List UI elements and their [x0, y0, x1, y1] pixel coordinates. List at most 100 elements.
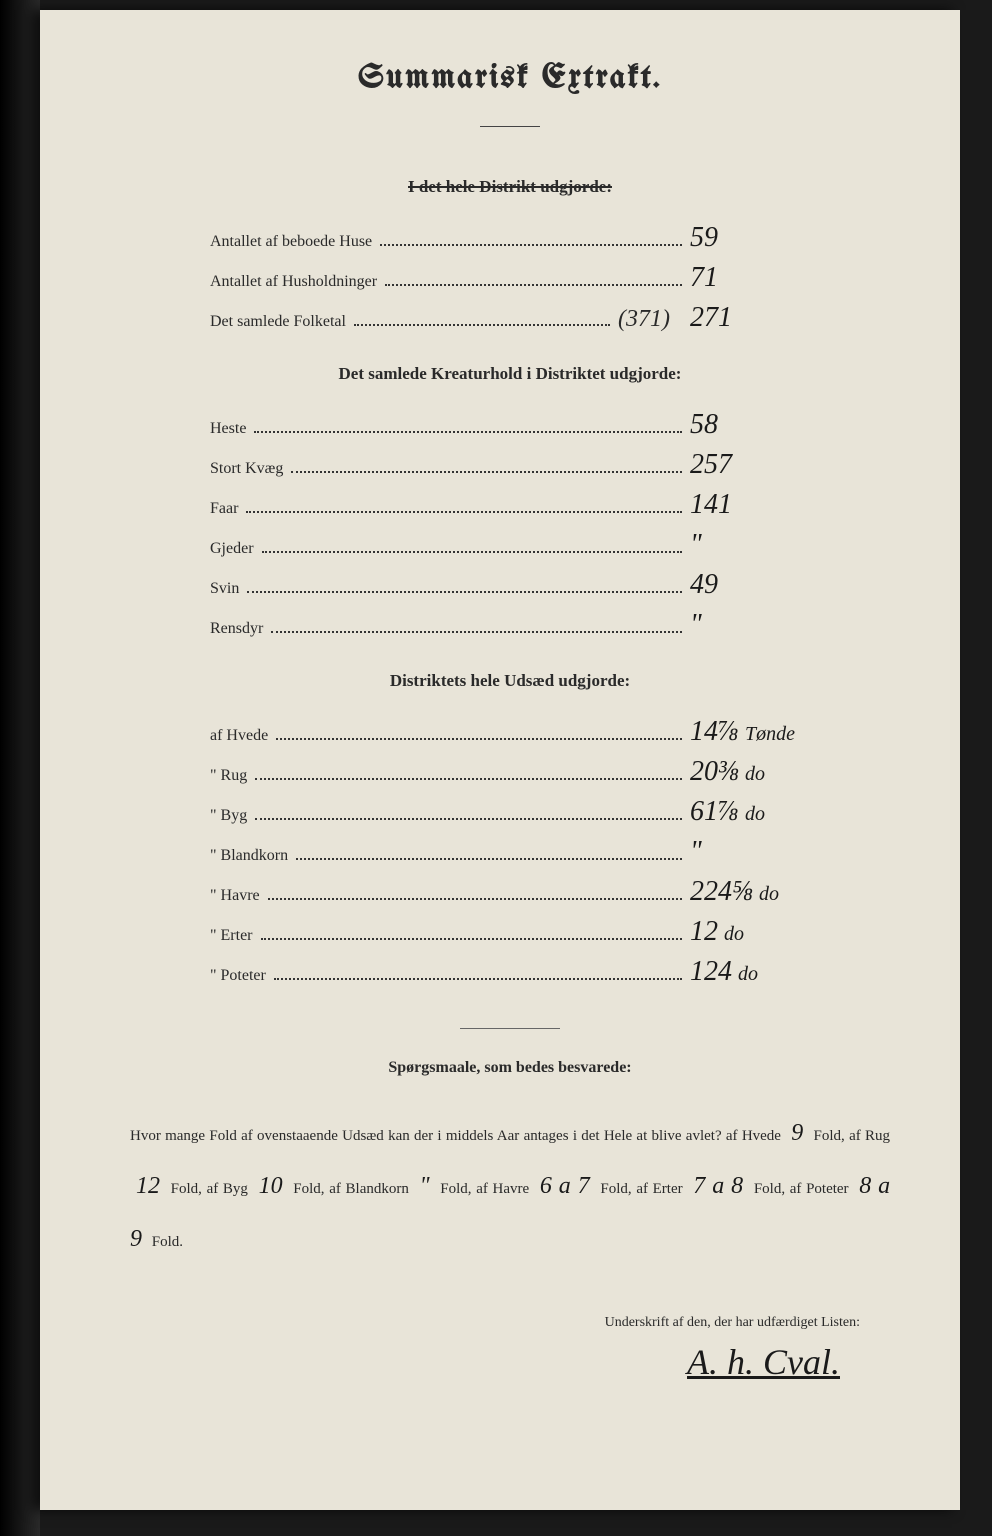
dot-leader: [291, 458, 682, 473]
row-value: 12 do: [690, 916, 810, 948]
section3-heading: Distriktets hele Udsæd udgjorde:: [120, 671, 900, 691]
q-crop: af Rug: [849, 1128, 890, 1144]
row-label: Det samlede Folketal: [210, 313, 346, 331]
q-crop: af Blandkorn: [329, 1181, 409, 1197]
table-row: " Havre 224⅝ do: [210, 876, 810, 908]
row-unit: Tønde: [745, 723, 795, 745]
q-crop: af Byg: [207, 1181, 248, 1197]
signature: A. h. Cval.: [120, 1341, 840, 1383]
row-value: 14⅞ Tønde: [690, 716, 810, 748]
q-suffix: Fold,: [754, 1181, 785, 1197]
table-row: Rensdyr ": [210, 609, 810, 641]
dot-leader: [255, 805, 682, 820]
dot-leader: [271, 618, 682, 633]
section-divider: [460, 1028, 560, 1029]
table-row: " Rug 20⅜ do: [210, 756, 810, 788]
row-label: " Byg: [210, 807, 247, 825]
row-value: 59: [690, 222, 810, 254]
section1-rows: Antallet af beboede Huse 59 Antallet af …: [210, 222, 810, 334]
q-value: 9: [785, 1120, 809, 1146]
q-value: 7 a 8: [687, 1173, 749, 1199]
section3-rows: af Hvede 14⅞ Tønde " Rug 20⅜ do " Byg 61⅞ d…: [210, 716, 810, 988]
q-value: 12: [130, 1173, 166, 1199]
table-row: Det samlede Folketal (371) 271: [210, 302, 810, 334]
q-crop: af Hvede: [726, 1128, 781, 1144]
table-row: " Blandkorn ": [210, 836, 810, 868]
q-suffix: Fold,: [440, 1181, 471, 1197]
table-row: " Poteter 124do: [210, 956, 810, 988]
q-crop: af Poteter: [790, 1181, 849, 1197]
row-label: " Poteter: [210, 967, 266, 985]
row-value: 257: [690, 449, 810, 481]
row-value: 71: [690, 262, 810, 294]
row-number: 12: [690, 916, 718, 947]
table-row: Antallet af beboede Huse 59: [210, 222, 810, 254]
row-value: 61⅞ do: [690, 796, 810, 828]
table-row: af Hvede 14⅞ Tønde: [210, 716, 810, 748]
row-value: ": [690, 529, 810, 561]
dot-leader: [246, 498, 682, 513]
row-number: 61⅞: [690, 796, 739, 827]
page-binding: [0, 0, 40, 1536]
row-unit: do: [745, 803, 765, 825]
dot-leader: [380, 231, 682, 246]
dot-leader: [262, 538, 682, 553]
row-number: 224⅝: [690, 876, 753, 907]
row-label: Svin: [210, 580, 239, 598]
row-value: 224⅝ do: [690, 876, 810, 908]
row-number: 20⅜: [690, 756, 739, 787]
row-value: 20⅜ do: [690, 756, 810, 788]
row-value: 49: [690, 569, 810, 601]
row-value: 271: [690, 302, 810, 334]
signature-label: Underskrift af den, der har udfærdiget L…: [120, 1315, 860, 1331]
q-value: 10: [253, 1173, 289, 1199]
q-suffix: Fold.: [152, 1234, 183, 1250]
row-unit: do: [759, 883, 779, 905]
row-label: Antallet af beboede Huse: [210, 233, 372, 251]
dot-leader: [261, 925, 682, 940]
row-note: (371): [618, 306, 670, 333]
row-label: " Havre: [210, 887, 260, 905]
row-label: Antallet af Husholdninger: [210, 273, 377, 291]
questions-paragraph: Hvor mange Fold af ovenstaaende Udsæd ka…: [120, 1107, 900, 1265]
table-row: Stort Kvæg 257: [210, 449, 810, 481]
row-label: Rensdyr: [210, 620, 263, 638]
row-number: ": [690, 836, 702, 867]
row-unit: do: [745, 763, 765, 785]
questions-heading: Spørgsmaale, som bedes besvarede:: [120, 1059, 900, 1077]
q-suffix: Fold,: [293, 1181, 324, 1197]
dot-leader: [354, 311, 610, 326]
q-value: ": [414, 1173, 436, 1199]
q-suffix: Fold,: [814, 1128, 845, 1144]
page-title: Summarisk Extrakt.: [120, 60, 900, 96]
table-row: " Erter 12 do: [210, 916, 810, 948]
dot-leader: [385, 271, 682, 286]
dot-leader: [296, 845, 682, 860]
document-page: Summarisk Extrakt. I det hele Distrikt u…: [40, 10, 960, 1510]
row-label: af Hvede: [210, 727, 268, 745]
row-value: 58: [690, 409, 810, 441]
table-row: Heste 58: [210, 409, 810, 441]
q-suffix: Fold,: [171, 1181, 202, 1197]
row-number: 14⅞: [690, 716, 739, 747]
q-value: 6 a 7: [534, 1173, 596, 1199]
row-label: " Rug: [210, 767, 247, 785]
row-label: Stort Kvæg: [210, 460, 283, 478]
row-label: " Erter: [210, 927, 253, 945]
row-value: 124do: [690, 956, 810, 988]
q-suffix: Fold,: [600, 1181, 631, 1197]
dot-leader: [247, 578, 682, 593]
row-unit: do: [738, 963, 758, 985]
dot-leader: [268, 885, 682, 900]
table-row: Antallet af Husholdninger 71: [210, 262, 810, 294]
q-crop: af Erter: [636, 1181, 682, 1197]
dot-leader: [274, 965, 682, 980]
q-crop: af Havre: [476, 1181, 529, 1197]
section2-rows: Heste 58 Stort Kvæg 257 Faar 141 Gjeder …: [210, 409, 810, 641]
row-label: Gjeder: [210, 540, 254, 558]
row-value: 141: [690, 489, 810, 521]
row-label: Faar: [210, 500, 238, 518]
section2-heading: Det samlede Kreaturhold i Distriktet udg…: [120, 364, 900, 384]
table-row: Faar 141: [210, 489, 810, 521]
row-unit: do: [724, 923, 744, 945]
